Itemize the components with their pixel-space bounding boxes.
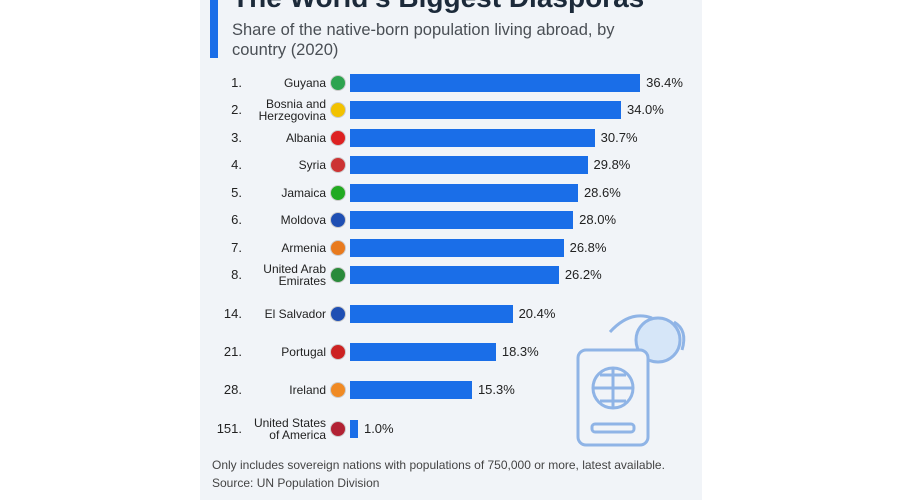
category-label: Moldova	[280, 213, 326, 227]
rank: 4.	[231, 157, 242, 172]
passport-icon	[576, 314, 686, 447]
category-label: Jamaica	[281, 186, 326, 200]
chart-title: The World's Biggest Diasporas	[232, 0, 644, 14]
bar	[350, 266, 559, 284]
rank: 3.	[231, 130, 242, 145]
rank: 1.	[231, 75, 242, 90]
value-label: 26.8%	[569, 240, 607, 255]
bar	[350, 381, 472, 399]
flag	[330, 157, 346, 173]
rank: 5.	[231, 185, 242, 200]
flag	[330, 421, 346, 437]
bar	[350, 184, 578, 202]
category-label: Ireland	[289, 383, 326, 397]
value-label: 18.3%	[501, 344, 539, 359]
category-label: Syria	[298, 158, 326, 172]
chart-subtitle: Share of the native-born population livi…	[232, 21, 615, 59]
flag	[330, 306, 346, 322]
flag	[330, 212, 346, 228]
flag	[330, 185, 346, 201]
bar	[350, 156, 588, 174]
value-label: 34.0%	[626, 102, 664, 117]
bar	[350, 239, 564, 257]
category-label: Guyana	[283, 76, 326, 90]
bar	[350, 129, 595, 147]
rank: 151.	[216, 421, 242, 436]
value-label: 1.0%	[363, 421, 394, 436]
rank: 21.	[223, 344, 242, 359]
bar	[350, 211, 574, 229]
value-label: 36.4%	[646, 75, 683, 90]
rank: 28.	[223, 382, 242, 397]
rank: 8.	[231, 267, 242, 282]
value-label: 20.4%	[518, 306, 556, 321]
flag	[330, 382, 346, 398]
rank: 2.	[231, 102, 242, 117]
flag	[330, 75, 346, 91]
flag	[330, 344, 346, 360]
bar	[350, 74, 641, 92]
category-label: United Arab Emirates	[263, 262, 326, 288]
value-label: 29.8%	[593, 157, 631, 172]
bar	[350, 101, 621, 119]
source: Source: UN Population Division	[212, 476, 380, 490]
category-label: United States of America	[253, 416, 326, 442]
rank: 14.	[223, 306, 242, 321]
bar	[350, 343, 496, 361]
rank: 7.	[231, 240, 242, 255]
value-label: 28.6%	[583, 185, 621, 200]
value-label: 26.2%	[564, 267, 602, 282]
flag	[330, 267, 346, 283]
flag	[330, 240, 346, 256]
category-label: Armenia	[281, 241, 326, 255]
value-label: 28.0%	[579, 212, 617, 227]
rank: 6.	[231, 212, 242, 227]
category-label: Portugal	[281, 345, 326, 359]
bar	[350, 305, 513, 323]
flag	[330, 102, 346, 118]
category-label: Bosnia and Herzegovina	[258, 97, 326, 123]
accent-bar	[210, 0, 218, 58]
category-label: Albania	[285, 131, 326, 145]
flag	[330, 130, 346, 146]
category-label: El Salvador	[264, 307, 326, 321]
bar	[350, 420, 358, 438]
value-label: 15.3%	[477, 382, 515, 397]
value-label: 30.7%	[600, 130, 638, 145]
footnote: Only includes sovereign nations with pop…	[212, 458, 665, 472]
